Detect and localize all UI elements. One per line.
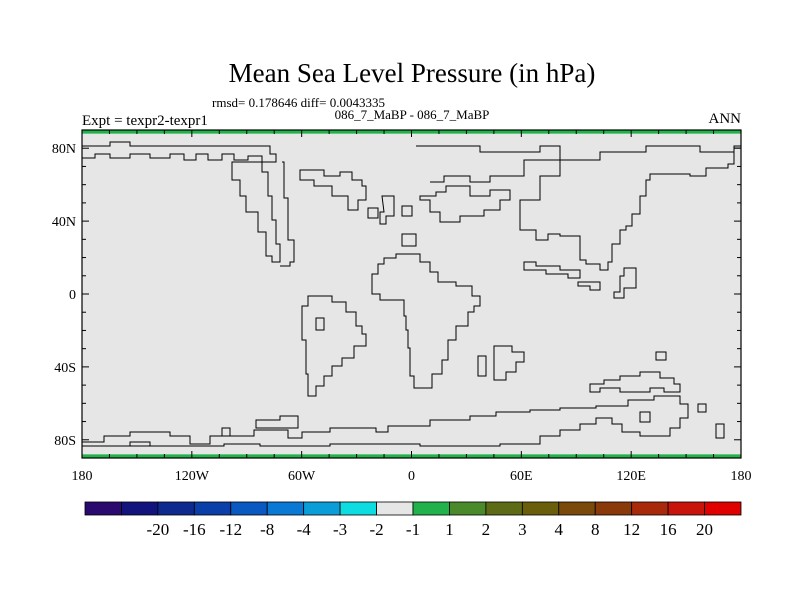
colorbar: -20 -16 -12 -8 -4 -3 -2 -1 1 2 3 4 8 12 16 20 [84, 501, 742, 539]
colorbar-box [84, 501, 122, 516]
colorbar-box [485, 501, 523, 516]
colorbar-label: -2 [369, 520, 383, 539]
colorbar-label: 16 [660, 520, 677, 539]
coastline [129, 441, 151, 446]
coastline [299, 169, 367, 211]
x-tick-label: 0 [408, 469, 415, 484]
x-tick-label: 180 [72, 469, 93, 484]
colorbar-label: 8 [591, 520, 600, 539]
coastline [401, 233, 417, 247]
colorbar-label: 4 [555, 520, 564, 539]
x-tick-label: 120E [616, 469, 646, 484]
coastline [697, 403, 707, 413]
colorbar-box [558, 501, 596, 516]
x-tick-label: 180 [731, 469, 752, 484]
coastline [577, 281, 601, 291]
x-tick-label: 60E [510, 469, 533, 484]
colorbar-box [230, 501, 268, 516]
colorbar-box [631, 501, 669, 516]
coastline [493, 345, 525, 381]
coastline [655, 351, 667, 361]
colorbar-box [667, 501, 705, 516]
colorbar-label: -8 [260, 520, 274, 539]
experiment-label: Expt = texpr2-texpr1 [82, 113, 208, 129]
case-label: 086_7_MaBP - 086_7_MaBP [335, 107, 490, 122]
colorbar-label: -1 [406, 520, 420, 539]
y-tick-label: 40S [54, 361, 76, 376]
colorbar-box [521, 501, 560, 516]
colorbar-box [449, 501, 487, 516]
coastline [613, 267, 637, 299]
field-background [82, 130, 741, 458]
colorbar-box [594, 501, 633, 516]
chart-title: Mean Sea Level Pressure (in hPa) [229, 58, 596, 88]
coastline [301, 295, 367, 397]
colorbar-box [266, 501, 305, 516]
colorbar-label: -3 [333, 520, 347, 539]
colorbar-label: 20 [696, 520, 713, 539]
colorbar-label: 2 [482, 520, 491, 539]
coastline [523, 261, 581, 279]
colorbar-label: -12 [219, 520, 242, 539]
colorbar-label: -4 [297, 520, 312, 539]
colorbar-box [193, 501, 232, 516]
x-tick-label: 120W [175, 469, 210, 484]
colorbar-label: 1 [445, 520, 454, 539]
coastline [315, 317, 325, 331]
coastline [221, 427, 231, 437]
y-tick-label: 80N [52, 142, 76, 157]
coastline [589, 371, 681, 393]
map-axes: 180 120W 60W 0 60E 120E 180 80N 40N 0 40S 80S [52, 130, 752, 484]
colorbar-box [412, 501, 450, 516]
coastline [477, 355, 487, 377]
y-tick-label: 40N [52, 215, 76, 230]
colorbar-label: 3 [518, 520, 527, 539]
colorbar-box [121, 501, 159, 516]
colorbar-box [157, 501, 195, 516]
y-tick-label: 80S [54, 434, 76, 449]
colorbar-box [303, 501, 341, 516]
coastline [82, 395, 689, 447]
coastline [430, 147, 741, 271]
coastline [82, 141, 277, 163]
coastline [231, 161, 281, 263]
coastline [419, 185, 511, 223]
coastline [715, 423, 725, 439]
y-tick-label: 0 [69, 288, 76, 303]
colorbar-box [704, 501, 742, 516]
coastline [416, 145, 741, 161]
colorbar-label: 12 [623, 520, 640, 539]
coastline [280, 161, 295, 267]
coastline [401, 205, 413, 217]
coastline [371, 253, 481, 389]
colorbar-box [339, 501, 377, 516]
colorbar-label: -20 [147, 520, 170, 539]
coastline [379, 195, 395, 225]
coastline [367, 207, 379, 219]
season-label: ANN [709, 111, 742, 127]
colorbar-box [376, 501, 414, 516]
colorbar-label: -16 [183, 520, 206, 539]
map-panel [81, 129, 742, 459]
coastline [639, 411, 651, 423]
rmsd-label: rmsd= 0.178646 diff= 0.0043335 [212, 95, 385, 110]
x-tick-label: 60W [288, 469, 316, 484]
coastline [255, 415, 299, 429]
